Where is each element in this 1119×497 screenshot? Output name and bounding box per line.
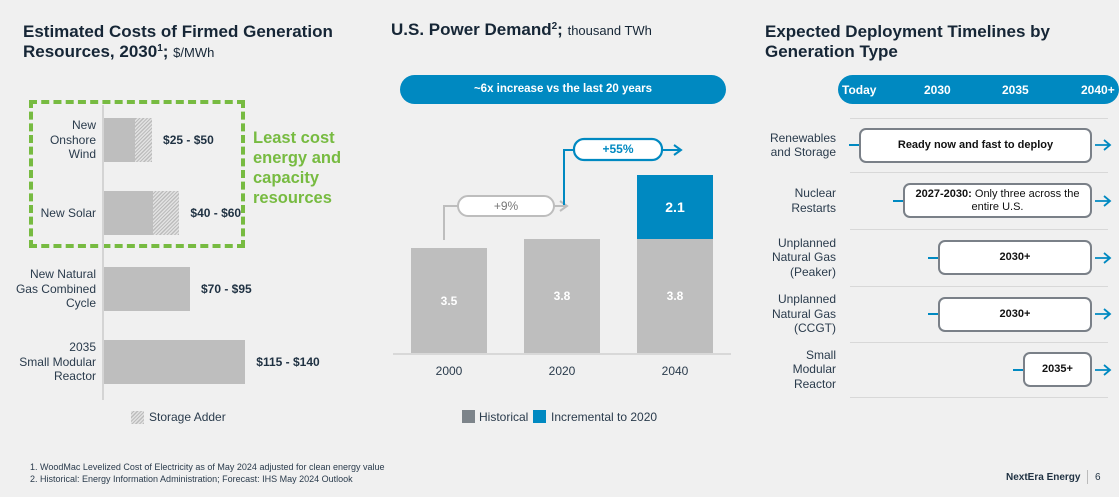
- cost-category-label: 2035 Small Modular Reactor: [19, 340, 96, 384]
- cost-bar-storage-adder: [134, 118, 153, 162]
- cost-bar-base: [104, 191, 154, 235]
- growth-arrow-2020-2040: [563, 137, 683, 205]
- timeline-divider: [850, 172, 1108, 173]
- timeline-divider: [850, 229, 1108, 230]
- timeline-row-label: Unplanned Natural Gas (Peaker): [771, 235, 836, 279]
- cost-category-label: New Onshore Wind: [49, 118, 96, 162]
- timeline-divider: [850, 397, 1108, 398]
- timeline-bar: 2030+: [938, 296, 1092, 332]
- arrow-right-icon: [1094, 362, 1112, 378]
- page-number: 6: [1095, 472, 1101, 483]
- timeline-header-2040: 2040+: [1081, 83, 1115, 97]
- timeline-lead-line: [928, 256, 938, 259]
- incremental-legend-swatch: [533, 410, 546, 423]
- footer-brand: NextEra Energy: [1006, 472, 1081, 483]
- arrow-right-icon: [1094, 306, 1112, 322]
- demand-bar-historical: 3.8: [637, 238, 713, 354]
- cost-range-label: $115 - $140: [256, 355, 320, 369]
- least-cost-annotation: Least cost energy and capacity resources: [253, 129, 342, 207]
- timeline-bar-text: 2027-2030: Only three across the entire …: [915, 187, 1080, 213]
- timeline-header-2035: 2035: [1002, 83, 1029, 97]
- demand-year-label: 2040: [661, 364, 689, 378]
- costs-title: Estimated Costs of Firmed Generation Res…: [23, 22, 333, 61]
- timeline-bar: 2035+: [1023, 352, 1092, 387]
- footnotes: 1. WoodMac Levelized Cost of Electricity…: [30, 461, 385, 485]
- demand-year-label: 2000: [435, 364, 463, 378]
- demand-year-label: 2020: [548, 364, 576, 378]
- timeline-title: Expected Deployment Timelines by Generat…: [765, 22, 1050, 61]
- arrow-right-icon: [1094, 193, 1112, 209]
- footnote-2: 2. Historical: Energy Information Admini…: [30, 474, 353, 484]
- arrow-right-icon: [1094, 250, 1112, 266]
- historical-legend-label: Historical: [479, 410, 529, 424]
- timeline-row-label: Small Modular Reactor: [792, 347, 836, 391]
- arrow-right-icon: [1094, 137, 1112, 153]
- timeline-lead-line: [928, 313, 938, 315]
- timeline-row-label: Renewables and Storage: [769, 130, 836, 160]
- timeline-row-label: Unplanned Natural Gas (CCGT): [771, 292, 836, 336]
- timeline-divider: [850, 286, 1108, 287]
- timeline-bar: 2027-2030: Only three across the entire …: [903, 183, 1092, 218]
- timeline-bar-text: 2035+: [1042, 363, 1073, 375]
- footnote-1: 1. WoodMac Levelized Cost of Electricity…: [30, 462, 385, 472]
- footer-divider: [1087, 470, 1088, 484]
- timeline-bar-text: 2030+: [999, 251, 1031, 263]
- timeline-lead-line: [893, 199, 903, 202]
- timeline-bar-text: 2030+: [999, 307, 1031, 320]
- timeline-row-label: Nuclear Restarts: [791, 186, 836, 215]
- timeline-bar: 2030+: [938, 240, 1092, 275]
- timeline-bar-text: Ready now and fast to deploy: [897, 138, 1054, 151]
- timeline-bar: Ready now and fast to deploy: [859, 127, 1092, 163]
- growth-arrow-2000-2020: [443, 195, 569, 240]
- growth-banner: ~6x increase vs the last 20 years: [400, 75, 726, 104]
- timeline-lead-line: [1013, 368, 1023, 371]
- costs-unit: $/MWh: [173, 45, 215, 60]
- storage-adder-legend-label: Storage Adder: [149, 410, 226, 424]
- historical-legend-swatch: [462, 410, 475, 423]
- growth-label-9pct: +9%: [493, 199, 519, 213]
- cost-range-label: $70 - $95: [201, 282, 252, 296]
- cost-bar-base: [104, 267, 190, 311]
- demand-bar-historical: 3.5: [411, 247, 487, 354]
- demand-unit: thousand TWh: [567, 23, 652, 38]
- demand-bar-incremental: 2.1: [637, 174, 713, 239]
- timeline-header: Today 2030 2035 2040+: [838, 75, 1119, 104]
- cost-category-label: New Natural Gas Combined Cycle: [15, 267, 96, 311]
- demand-title: U.S. Power Demand2; thousand TWh: [391, 20, 652, 39]
- cost-bar-base: [104, 118, 135, 162]
- timeline-header-2030: 2030: [924, 83, 951, 97]
- timeline-divider: [850, 342, 1108, 343]
- demand-baseline: [393, 353, 731, 355]
- cost-category-label: New Solar: [40, 205, 96, 220]
- growth-arrows: [443, 137, 683, 240]
- cost-range-label: $40 - $60: [190, 206, 242, 220]
- cost-bar-storage-adder: [153, 191, 180, 235]
- storage-adder-legend-swatch: [131, 411, 144, 424]
- incremental-legend-label: Incremental to 2020: [551, 410, 658, 424]
- demand-bar-historical: 3.8: [524, 238, 600, 354]
- cost-bar-base: [104, 340, 246, 384]
- growth-label-55pct: +55%: [602, 142, 634, 156]
- timeline-header-today: Today: [842, 83, 877, 97]
- cost-range-label: $25 - $50: [163, 133, 214, 147]
- timeline-lead-line: [849, 144, 859, 146]
- timeline-divider: [850, 118, 1108, 119]
- costs-axis-line: [102, 105, 104, 400]
- least-cost-highlight-box: [29, 100, 245, 248]
